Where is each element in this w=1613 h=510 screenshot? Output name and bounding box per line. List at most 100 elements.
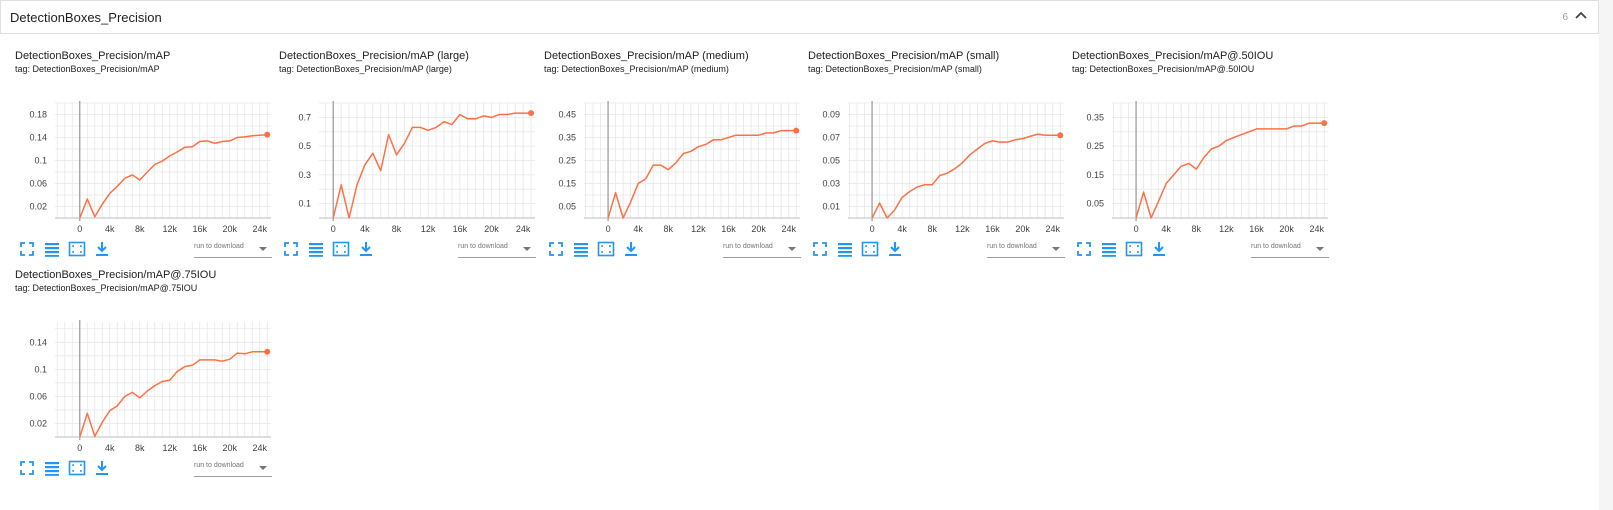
series-line (332, 112, 531, 219)
line-chart[interactable]: 0.1 0.3 0.5 0.7 0 4k 8k 12k 16k 20k 24k (279, 79, 541, 237)
chart-tag: tag: DetectionBoxes_Precision/mAP (mediu… (544, 64, 729, 74)
x-tick-label: 20k (1279, 224, 1294, 234)
x-tick-label: 4k (105, 443, 115, 453)
y-tick-label: 0.3 (298, 170, 311, 180)
series-line (1135, 122, 1325, 219)
x-tick-label: 8k (928, 224, 938, 234)
y-tick-label: 0.7 (298, 112, 311, 122)
series-line (871, 133, 1061, 219)
download-icon[interactable] (1150, 240, 1168, 258)
x-tick-label: 12k (1219, 224, 1234, 234)
fit-domain-icon[interactable] (68, 459, 86, 477)
chart-card: DetectionBoxes_Precision/mAP (large) tag:… (279, 50, 541, 265)
download-icon[interactable] (357, 240, 375, 258)
y-tick-label: 0.15 (1086, 170, 1104, 180)
x-tick-label: 20k (222, 443, 237, 453)
data-table-icon[interactable] (1100, 240, 1118, 258)
data-table-icon[interactable] (836, 240, 854, 258)
x-tick-label: 4k (105, 224, 115, 234)
chart-tag: tag: DetectionBoxes_Precision/mAP (15, 64, 160, 74)
section-title: DetectionBoxes_Precision (10, 10, 162, 25)
fit-domain-icon[interactable] (597, 240, 615, 258)
download-icon[interactable] (93, 240, 111, 258)
line-chart[interactable]: 0.05 0.15 0.25 0.35 0 4k 8k 12k 16k 20k 24k (1072, 79, 1334, 237)
fit-domain-icon[interactable] (332, 240, 350, 258)
x-tick-label: 20k (484, 224, 499, 234)
y-tick-label: 0.05 (822, 156, 840, 166)
run-to-download-select[interactable]: run to download (194, 460, 272, 477)
run-to-download-select[interactable]: run to download (1251, 241, 1329, 258)
chart-card: DetectionBoxes_Precision/mAP@.75IOU tag: … (15, 269, 277, 484)
x-tick-label: 24k (252, 224, 267, 234)
fullscreen-icon[interactable] (282, 240, 300, 258)
data-table-icon[interactable] (307, 240, 325, 258)
x-tick-label: 16k (192, 224, 207, 234)
caret-down-icon (1052, 247, 1060, 251)
y-tick-label: 0.1 (298, 199, 311, 209)
fit-domain-icon[interactable] (1125, 240, 1143, 258)
last-point-marker (264, 131, 271, 138)
download-select-placeholder: run to download (723, 243, 773, 250)
chart-toolbar: run to download (1072, 238, 1334, 260)
fullscreen-icon[interactable] (18, 459, 36, 477)
fit-domain-icon[interactable] (68, 240, 86, 258)
y-tick-label: 0.03 (822, 179, 840, 189)
x-tick-label: 16k (453, 224, 468, 234)
x-tick-label: 8k (135, 443, 145, 453)
chart-toolbar: run to download (279, 238, 541, 260)
fullscreen-icon[interactable] (547, 240, 565, 258)
section-header[interactable]: DetectionBoxes_Precision 6 (0, 0, 1599, 34)
x-tick-label: 12k (162, 443, 177, 453)
line-chart[interactable]: 0.05 0.15 0.25 0.35 0.45 0 4k 8k 12k 16k 20k 24k (544, 79, 806, 237)
last-point-marker (793, 127, 800, 134)
line-chart[interactable]: 0.01 0.03 0.05 0.07 0.09 0 4k 8k 12k 16k 20k 24k (808, 79, 1070, 237)
x-tick-label: 0 (606, 224, 611, 234)
x-tick-label: 8k (392, 224, 402, 234)
y-tick-label: 0.05 (1086, 199, 1104, 209)
y-tick-label: 0.18 (29, 110, 47, 120)
chart-tag: tag: DetectionBoxes_Precision/mAP (large… (279, 64, 452, 74)
fullscreen-icon[interactable] (811, 240, 829, 258)
chart-tag: tag: DetectionBoxes_Precision/mAP@.50IOU (1072, 64, 1255, 74)
x-tick-label: 24k (781, 224, 796, 234)
section-count: 6 (1562, 12, 1568, 23)
y-tick-label: 0.06 (29, 179, 47, 189)
chart-card: DetectionBoxes_Precision/mAP (medium) tag… (544, 50, 806, 265)
run-to-download-select[interactable]: run to download (723, 241, 801, 258)
run-to-download-select[interactable]: run to download (987, 241, 1065, 258)
y-tick-label: 0.01 (822, 202, 840, 212)
x-tick-label: 12k (162, 224, 177, 234)
run-to-download-select[interactable]: run to download (194, 241, 272, 258)
line-chart[interactable]: 0.02 0.06 0.1 0.14 0 4k 8k 12k 16k 20k 24k (15, 298, 277, 456)
x-tick-label: 4k (360, 224, 370, 234)
fit-domain-icon[interactable] (861, 240, 879, 258)
y-tick-label: 0.02 (29, 418, 47, 428)
y-tick-label: 0.05 (558, 202, 576, 212)
y-tick-label: 0.25 (1086, 141, 1104, 151)
last-point-marker (1321, 120, 1328, 127)
y-tick-label: 0.06 (29, 391, 47, 401)
fullscreen-icon[interactable] (1075, 240, 1093, 258)
chart-toolbar: run to download (15, 238, 277, 260)
download-icon[interactable] (622, 240, 640, 258)
download-icon[interactable] (886, 240, 904, 258)
line-chart[interactable]: 0.02 0.06 0.1 0.14 0.18 0 4k 8k 12k 16k 20k 24k (15, 79, 277, 237)
last-point-marker (1057, 132, 1064, 139)
download-icon[interactable] (93, 459, 111, 477)
series-line (79, 351, 268, 438)
chevron-up-icon[interactable] (1572, 7, 1590, 25)
x-tick-label: 24k (252, 443, 267, 453)
y-tick-label: 0.1 (34, 364, 47, 374)
scrollbar[interactable] (1599, 0, 1613, 510)
fullscreen-icon[interactable] (18, 240, 36, 258)
data-table-icon[interactable] (43, 240, 61, 258)
y-tick-label: 0.14 (29, 337, 47, 347)
y-tick-label: 0.02 (29, 202, 47, 212)
data-table-icon[interactable] (572, 240, 590, 258)
data-table-icon[interactable] (43, 459, 61, 477)
chart-title: DetectionBoxes_Precision/mAP (medium) (544, 50, 749, 62)
x-tick-label: 16k (985, 224, 1000, 234)
run-to-download-select[interactable]: run to download (458, 241, 536, 258)
chart-title: DetectionBoxes_Precision/mAP (large) (279, 50, 469, 62)
